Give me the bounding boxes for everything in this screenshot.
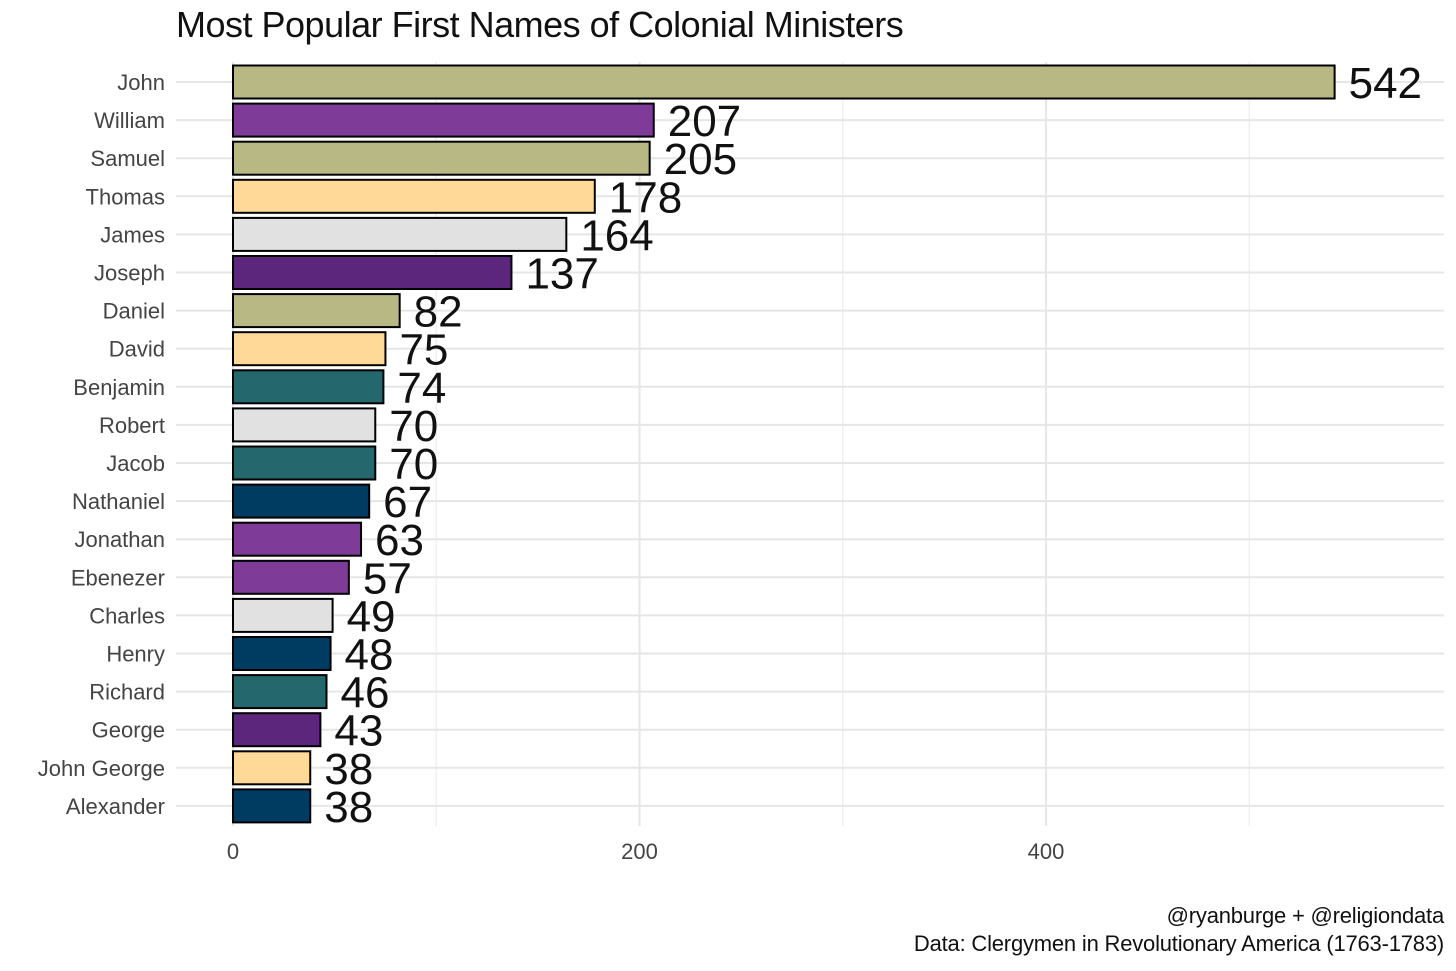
value-label: 75: [399, 326, 448, 375]
category-label: Charles: [89, 603, 165, 628]
chart-title: Most Popular First Names of Colonial Min…: [176, 4, 904, 45]
category-label: David: [109, 337, 165, 362]
bar-benjamin: [232, 369, 385, 405]
category-label: Jonathan: [74, 527, 165, 552]
value-label: 38: [324, 783, 373, 832]
category-label: Thomas: [86, 184, 165, 209]
category-label: Ebenezer: [71, 565, 165, 590]
bar-thomas: [232, 178, 596, 214]
value-label: 38: [324, 745, 373, 794]
x-axis-ticks: 0 200 400: [227, 839, 1064, 864]
bar-jonathan: [232, 521, 363, 557]
category-labels: John William Samuel Thomas James Joseph Daniel…: [38, 70, 165, 819]
category-label: Alexander: [66, 794, 165, 819]
bar-david: [232, 331, 387, 367]
source-caption: Data: Clergymen in Revolutionary America…: [913, 931, 1444, 956]
bar-charles: [232, 597, 334, 633]
value-label: 48: [345, 631, 394, 680]
credit-caption: @ryanburge + @religiondata: [1166, 903, 1445, 928]
bar-daniel: [232, 293, 401, 329]
value-label: 207: [668, 97, 741, 146]
category-label: Benjamin: [73, 375, 165, 400]
value-label: 70: [389, 440, 438, 489]
value-label: 43: [334, 707, 383, 756]
category-label: James: [100, 222, 165, 247]
value-label: 63: [375, 516, 424, 565]
bar-henry: [232, 636, 332, 671]
category-label: John George: [38, 756, 165, 781]
bar-richard: [232, 674, 328, 710]
category-label: Robert: [99, 413, 165, 438]
value-label: 57: [363, 554, 412, 603]
value-label: 542: [1349, 59, 1422, 108]
bar-james: [232, 216, 568, 252]
bar-john: [232, 64, 1336, 100]
value-label: 137: [525, 250, 598, 299]
category-label: Richard: [89, 680, 165, 705]
category-label: Jacob: [106, 451, 165, 476]
bar-alexander: [232, 788, 312, 824]
x-tick-label: 0: [227, 839, 239, 864]
bar-nathaniel: [232, 483, 371, 519]
value-label: 70: [389, 402, 438, 451]
bar-john-george: [232, 750, 312, 786]
category-label: Joseph: [94, 261, 165, 286]
bar-ebenezer: [232, 559, 350, 595]
category-label: Daniel: [103, 299, 165, 324]
category-label: Nathaniel: [72, 489, 165, 514]
value-label: 49: [347, 592, 396, 641]
value-label: 164: [580, 211, 653, 260]
value-label: 74: [397, 364, 446, 413]
bars: [232, 64, 1336, 824]
category-label: George: [92, 718, 165, 743]
bar-george: [232, 712, 322, 748]
bar-william: [232, 102, 655, 138]
bar-robert: [232, 407, 377, 443]
value-label: 82: [414, 288, 463, 337]
value-label: 46: [340, 669, 389, 718]
value-label: 67: [383, 478, 432, 527]
bar-samuel: [232, 140, 651, 176]
value-labels: 5422072051781641378275747070676357494846…: [324, 59, 1422, 832]
x-tick-label: 400: [1028, 839, 1065, 864]
bar-joseph: [232, 255, 513, 290]
value-label: 205: [664, 135, 737, 184]
category-label: Henry: [106, 642, 165, 667]
category-label: William: [94, 108, 165, 133]
category-label: John: [117, 70, 165, 95]
x-tick-label: 200: [621, 839, 658, 864]
bar-jacob: [232, 445, 377, 481]
category-label: Samuel: [90, 146, 165, 171]
value-label: 178: [609, 173, 682, 222]
